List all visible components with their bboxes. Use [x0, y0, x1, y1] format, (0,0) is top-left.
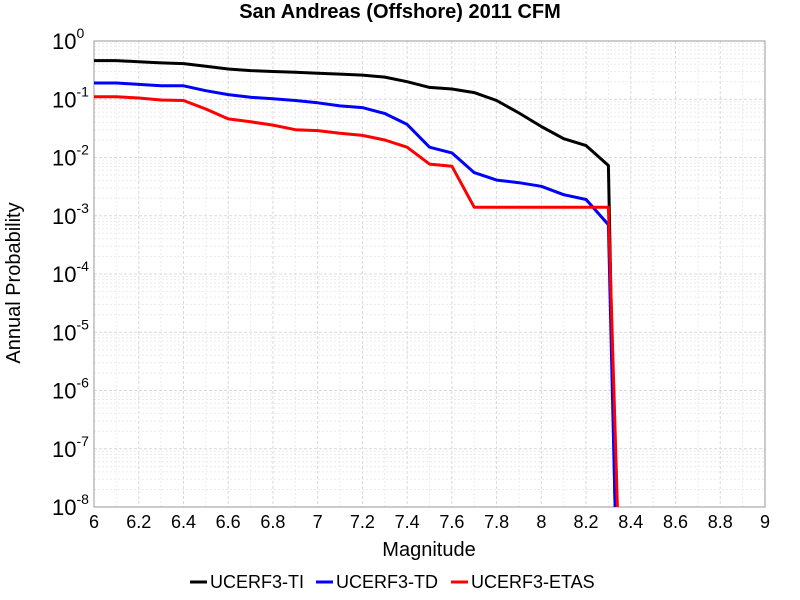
y-tick-label: 10-7 — [52, 433, 89, 462]
x-tick-label: 7.2 — [350, 512, 375, 532]
x-tick-label: 6.2 — [126, 512, 151, 532]
y-tick-label: 10-2 — [52, 142, 89, 171]
x-tick-label: 8 — [536, 512, 546, 532]
x-tick-label: 8.6 — [663, 512, 688, 532]
legend-label-ucerf3-td: UCERF3-TD — [336, 572, 438, 592]
x-tick-label: 8.4 — [618, 512, 643, 532]
series-line-ucerf3-etas — [94, 95, 619, 508]
series-line-ucerf3-td — [94, 81, 617, 508]
x-tick-label: 7.4 — [395, 512, 420, 532]
x-tick-label: 6.4 — [171, 512, 196, 532]
x-tick-label: 7 — [313, 512, 323, 532]
y-tick-label: 100 — [52, 25, 84, 54]
chart-title: San Andreas (Offshore) 2011 CFM — [239, 1, 561, 23]
x-tick-label: 6.8 — [260, 512, 285, 532]
x-tick-label: 6 — [89, 512, 99, 532]
grid — [93, 40, 766, 508]
y-tick-label: 10-1 — [52, 83, 89, 112]
x-tick-label: 8.2 — [574, 512, 599, 532]
y-tick-label: 10-5 — [52, 316, 89, 345]
x-tick-label: 6.6 — [216, 512, 241, 532]
y-tick-label: 10-8 — [52, 491, 89, 520]
series-line-ucerf3-ti — [94, 59, 617, 508]
series-lines — [94, 59, 619, 508]
y-tick-label: 10-3 — [52, 200, 89, 229]
x-axis-label: Magnitude — [382, 539, 475, 561]
y-axis-label: Annual Probability — [3, 202, 25, 363]
legend: UCERF3-TI UCERF3-TD UCERF3-ETAS — [190, 572, 595, 592]
legend-label-ucerf3-etas: UCERF3-ETAS — [471, 572, 595, 592]
plot-frame — [93, 40, 766, 508]
legend-label-ucerf3-ti: UCERF3-TI — [210, 572, 304, 592]
x-tick-label: 7.6 — [439, 512, 464, 532]
x-tick-label: 9 — [760, 512, 770, 532]
y-tick-label: 10-6 — [52, 375, 89, 404]
x-tick-label: 8.8 — [708, 512, 733, 532]
y-tick-label: 10-4 — [52, 258, 89, 287]
x-axis-ticks: 6 6.2 6.4 6.6 6.8 7 7.2 7.4 7.6 7.8 8 8.2 8.4 8.6 8.8 9 — [89, 512, 770, 532]
y-axis-ticks: 100 10-1 10-2 10-3 10-4 10-5 10-6 10-7 10-8 — [52, 25, 89, 520]
x-tick-label: 7.8 — [484, 512, 509, 532]
